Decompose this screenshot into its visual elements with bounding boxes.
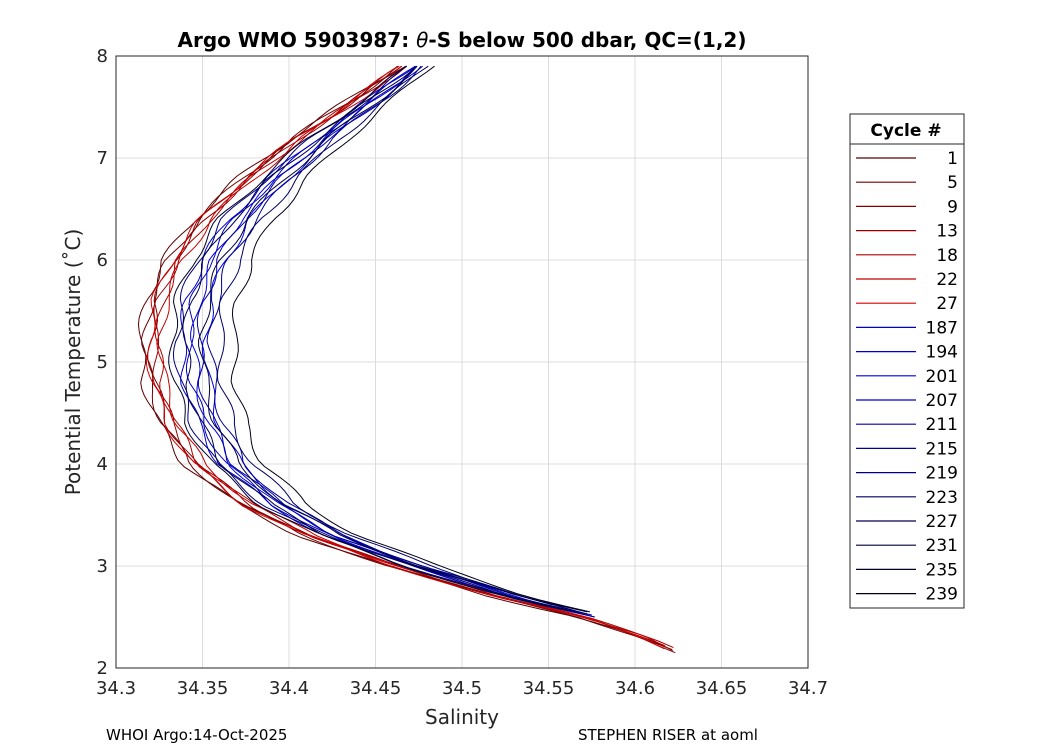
series-line-235 bbox=[168, 65, 569, 612]
x-tick-label: 34.5 bbox=[442, 678, 482, 699]
series-line-227 bbox=[182, 65, 548, 608]
series-line-201 bbox=[201, 65, 563, 608]
plot-area bbox=[137, 65, 676, 654]
legend-label: 207 bbox=[926, 391, 958, 411]
legend-label: 9 bbox=[947, 197, 958, 217]
series-line-187 bbox=[180, 65, 595, 618]
x-tick-label: 34.6 bbox=[615, 678, 655, 699]
y-tick-label: 5 bbox=[97, 352, 108, 373]
footer-right: STEPHEN RISER at aoml bbox=[578, 726, 758, 744]
legend-label: 239 bbox=[926, 585, 958, 605]
y-tick-label: 3 bbox=[97, 556, 108, 577]
footer-left: WHOI Argo:14-Oct-2025 bbox=[106, 726, 287, 744]
legend-label: 201 bbox=[926, 367, 958, 387]
grid bbox=[115, 55, 809, 669]
series-line-231 bbox=[198, 65, 588, 615]
y-tick-label: 7 bbox=[97, 148, 108, 169]
legend-label: 215 bbox=[926, 439, 958, 459]
legend-label: 18 bbox=[936, 246, 958, 266]
y-axis-ticks: 2 3 4 5 6 7 8 bbox=[97, 46, 108, 679]
legend-label: 1 bbox=[947, 149, 958, 169]
legend-label: 219 bbox=[926, 464, 958, 484]
legend-box bbox=[849, 113, 965, 609]
legend-label: 223 bbox=[926, 488, 958, 508]
legend: Cycle # 1 5 9 13 18 22 27 187 194 201 207 211 215 219… bbox=[849, 113, 965, 609]
legend-label: 227 bbox=[926, 512, 958, 532]
y-tick-label: 4 bbox=[97, 454, 108, 475]
series-line-211 bbox=[196, 65, 562, 610]
legend-items: 1 5 9 13 18 22 27 187 194 201 207 211 215 219 223 227 23… bbox=[856, 149, 958, 605]
x-tick-label: 34.55 bbox=[523, 678, 575, 699]
series-line-18 bbox=[154, 65, 674, 649]
legend-label: 231 bbox=[926, 536, 958, 556]
series-line-219 bbox=[172, 65, 595, 618]
legend-label: 194 bbox=[926, 343, 958, 363]
x-tick-label: 34.35 bbox=[177, 678, 229, 699]
chart-title-prefix: Argo WMO 5903987: bbox=[178, 28, 417, 52]
series-line-215 bbox=[206, 65, 553, 606]
series-line-239 bbox=[230, 65, 591, 613]
x-axis-label: Salinity bbox=[425, 705, 499, 729]
series-line-27 bbox=[145, 65, 665, 650]
x-tick-label: 34.3 bbox=[96, 678, 136, 699]
legend-label: 13 bbox=[936, 222, 958, 242]
y-tick-label: 2 bbox=[97, 658, 108, 679]
x-tick-label: 34.7 bbox=[788, 678, 828, 699]
series-line-22 bbox=[156, 65, 666, 647]
legend-label: 22 bbox=[936, 270, 958, 290]
legend-label: 211 bbox=[926, 415, 958, 435]
y-tick-label: 8 bbox=[97, 46, 108, 67]
x-axis-ticks: 34.3 34.35 34.4 34.45 34.5 34.55 34.6 34.65 34.7 bbox=[96, 678, 828, 699]
x-tick-label: 34.4 bbox=[269, 678, 309, 699]
series-line-207 bbox=[185, 65, 592, 616]
legend-label: 5 bbox=[947, 173, 958, 193]
series-line-13 bbox=[152, 65, 673, 652]
x-tick-label: 34.45 bbox=[350, 678, 402, 699]
legend-label: 235 bbox=[926, 560, 958, 580]
legend-label: 27 bbox=[936, 294, 958, 314]
y-axis-label: Potential Temperature (˚C) bbox=[61, 229, 85, 496]
axes-box bbox=[115, 55, 809, 669]
legend-title: Cycle # bbox=[870, 121, 941, 141]
series-line-223 bbox=[216, 65, 588, 613]
chart-title: Argo WMO 5903987: θ-S below 500 dbar, QC… bbox=[178, 28, 747, 52]
series-line-194 bbox=[190, 65, 573, 613]
y-tick-label: 6 bbox=[97, 250, 108, 271]
legend-label: 187 bbox=[926, 318, 958, 338]
chart-title-theta: θ bbox=[416, 28, 428, 52]
chart-title-suffix: -S below 500 dbar, QC=(1,2) bbox=[428, 28, 746, 52]
x-tick-label: 34.65 bbox=[696, 678, 748, 699]
